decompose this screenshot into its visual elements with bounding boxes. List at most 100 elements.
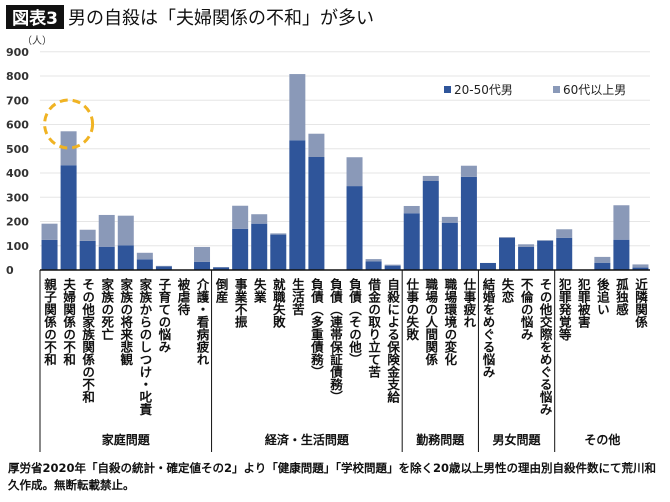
y-tick-label: 600 bbox=[6, 119, 29, 132]
x-tick-label: 子育ての悩み bbox=[156, 278, 171, 353]
legend: 20-50代男 60代以上男 bbox=[444, 83, 626, 97]
legend-label-20-50: 20-50代男 bbox=[454, 83, 513, 97]
bar-20-50 bbox=[136, 259, 153, 270]
group-label: 経済・生活問題 bbox=[265, 432, 350, 447]
x-tick-label: 倒産 bbox=[214, 277, 229, 304]
figure-badge: 図表3 bbox=[12, 8, 58, 29]
bar-20-50 bbox=[518, 246, 535, 270]
x-tick-label: 負債（その他） bbox=[347, 277, 362, 366]
bar-60plus bbox=[289, 74, 306, 141]
bar-20-50 bbox=[194, 261, 211, 270]
highlight-circle bbox=[43, 98, 95, 150]
x-tick-label: 後追い bbox=[595, 277, 610, 316]
x-tick-label: 事業不振 bbox=[233, 277, 248, 329]
bar-60plus bbox=[499, 237, 516, 238]
bar-60plus bbox=[594, 256, 611, 263]
x-tick-label: 負債（多重債務） bbox=[309, 277, 324, 378]
x-tick-label: 生活苦 bbox=[290, 277, 305, 316]
x-tick-label: 負債（連帯保証債務） bbox=[328, 277, 343, 403]
bar-60plus bbox=[41, 223, 58, 240]
bar-20-50 bbox=[632, 267, 649, 270]
legend-label-60plus: 60代以上男 bbox=[563, 83, 626, 97]
group-label: その他 bbox=[584, 432, 620, 447]
x-tick-label: 夫婦関係の不和 bbox=[61, 277, 76, 366]
bar-60plus bbox=[384, 264, 401, 266]
bar-20-50 bbox=[251, 223, 268, 270]
bar-60plus bbox=[308, 133, 325, 157]
bar-60plus bbox=[117, 215, 134, 246]
x-tick-label: その他交際をめぐる悩み bbox=[538, 278, 553, 416]
x-tick-label: 失業 bbox=[252, 277, 267, 304]
y-tick-label: 0 bbox=[6, 264, 14, 277]
group-label: 家庭問題 bbox=[102, 432, 151, 447]
x-tick-label: 介護・看病疲れ bbox=[195, 277, 210, 366]
bar-20-50 bbox=[308, 156, 325, 270]
bar-20-50 bbox=[79, 240, 96, 270]
bar-60plus bbox=[556, 229, 573, 238]
x-tick-label: 職場の人間関係 bbox=[423, 277, 438, 366]
x-tick-label: 結婚をめぐる悩み bbox=[480, 277, 495, 378]
x-tick-label: 自殺による保険金支給 bbox=[385, 277, 400, 404]
bar-20-50 bbox=[460, 176, 477, 270]
x-tick-label: 職場環境の変化 bbox=[442, 277, 457, 366]
x-tick-label: 仕事疲れ bbox=[461, 277, 476, 328]
bar-60plus bbox=[79, 229, 96, 241]
x-tick-label: 就職失敗 bbox=[271, 277, 286, 329]
legend-swatch-20-50 bbox=[444, 86, 451, 93]
x-tick-label: 不倫の悩み bbox=[519, 278, 534, 341]
x-tick-label: 被虐待 bbox=[175, 277, 190, 316]
bar-20-50 bbox=[289, 140, 306, 270]
bar-20-50 bbox=[613, 239, 630, 270]
legend-swatch-60plus bbox=[553, 86, 560, 93]
bar-60plus bbox=[60, 131, 77, 166]
group-label: 男女問題 bbox=[493, 432, 542, 447]
bar-60plus bbox=[613, 205, 630, 240]
x-tick-label: 近隣関係 bbox=[633, 277, 648, 329]
bar-20-50 bbox=[422, 181, 439, 270]
x-tick-label: 犯罪発覚等 bbox=[557, 277, 572, 341]
bar-20-50 bbox=[41, 239, 58, 270]
x-tick-label: 家族からのしつけ・叱責 bbox=[137, 277, 152, 416]
y-tick-label: 100 bbox=[6, 240, 29, 253]
bar-60plus bbox=[194, 246, 211, 262]
x-tick-label: 失恋 bbox=[500, 277, 515, 304]
bar-20-50 bbox=[594, 262, 611, 270]
y-axis-unit: （人） bbox=[22, 35, 52, 47]
x-tick-label: 犯罪被害 bbox=[576, 277, 591, 329]
bar-60plus bbox=[136, 252, 153, 260]
bar-60plus bbox=[632, 264, 649, 268]
bar-20-50 bbox=[384, 265, 401, 270]
bar-60plus bbox=[365, 259, 382, 262]
bar-60plus bbox=[346, 157, 363, 187]
bar-20-50 bbox=[479, 262, 496, 270]
bar-20-50 bbox=[270, 234, 287, 270]
bar-20-50 bbox=[499, 237, 516, 270]
bar-60plus bbox=[232, 205, 249, 229]
bar-60plus bbox=[422, 175, 439, 182]
x-tick-label: 孤独感 bbox=[614, 277, 629, 316]
bar-20-50 bbox=[365, 261, 382, 270]
bar-20-50 bbox=[537, 240, 554, 270]
group-label: 勤務問題 bbox=[416, 432, 465, 447]
bar-20-50 bbox=[60, 165, 77, 270]
y-tick-label: 500 bbox=[6, 143, 29, 156]
chart-title: 男の自殺は「夫婦関係の不和」が多い bbox=[68, 8, 374, 29]
y-tick-label: 200 bbox=[6, 216, 29, 229]
stacked-bar-chart: 図表3 男の自殺は「夫婦関係の不和」が多い （人） 0 100 200 300 400 5… bbox=[6, 5, 650, 452]
bar-60plus bbox=[251, 214, 268, 224]
x-tick-label: その他家族関係の不和 bbox=[80, 278, 95, 404]
y-tick-label: 700 bbox=[6, 94, 29, 107]
bar-20-50 bbox=[117, 245, 134, 270]
footnote: 厚労省2020年「自殺の統計・確定値その2」より「健康問題」「学校問題」を除く2… bbox=[8, 461, 657, 492]
bar-20-50 bbox=[232, 228, 249, 270]
bar-20-50 bbox=[403, 213, 420, 270]
y-tick-label: 900 bbox=[6, 46, 29, 59]
bar-20-50 bbox=[213, 267, 230, 270]
bar-60plus bbox=[518, 244, 535, 247]
x-tick-label: 親子関係の不和 bbox=[42, 277, 57, 366]
bar-60plus bbox=[441, 216, 458, 223]
bar-60plus bbox=[403, 205, 420, 214]
bar-20-50 bbox=[556, 237, 573, 270]
x-tick-label: 家族の将来悲観 bbox=[118, 277, 133, 366]
figure-badge-bg bbox=[6, 5, 64, 29]
